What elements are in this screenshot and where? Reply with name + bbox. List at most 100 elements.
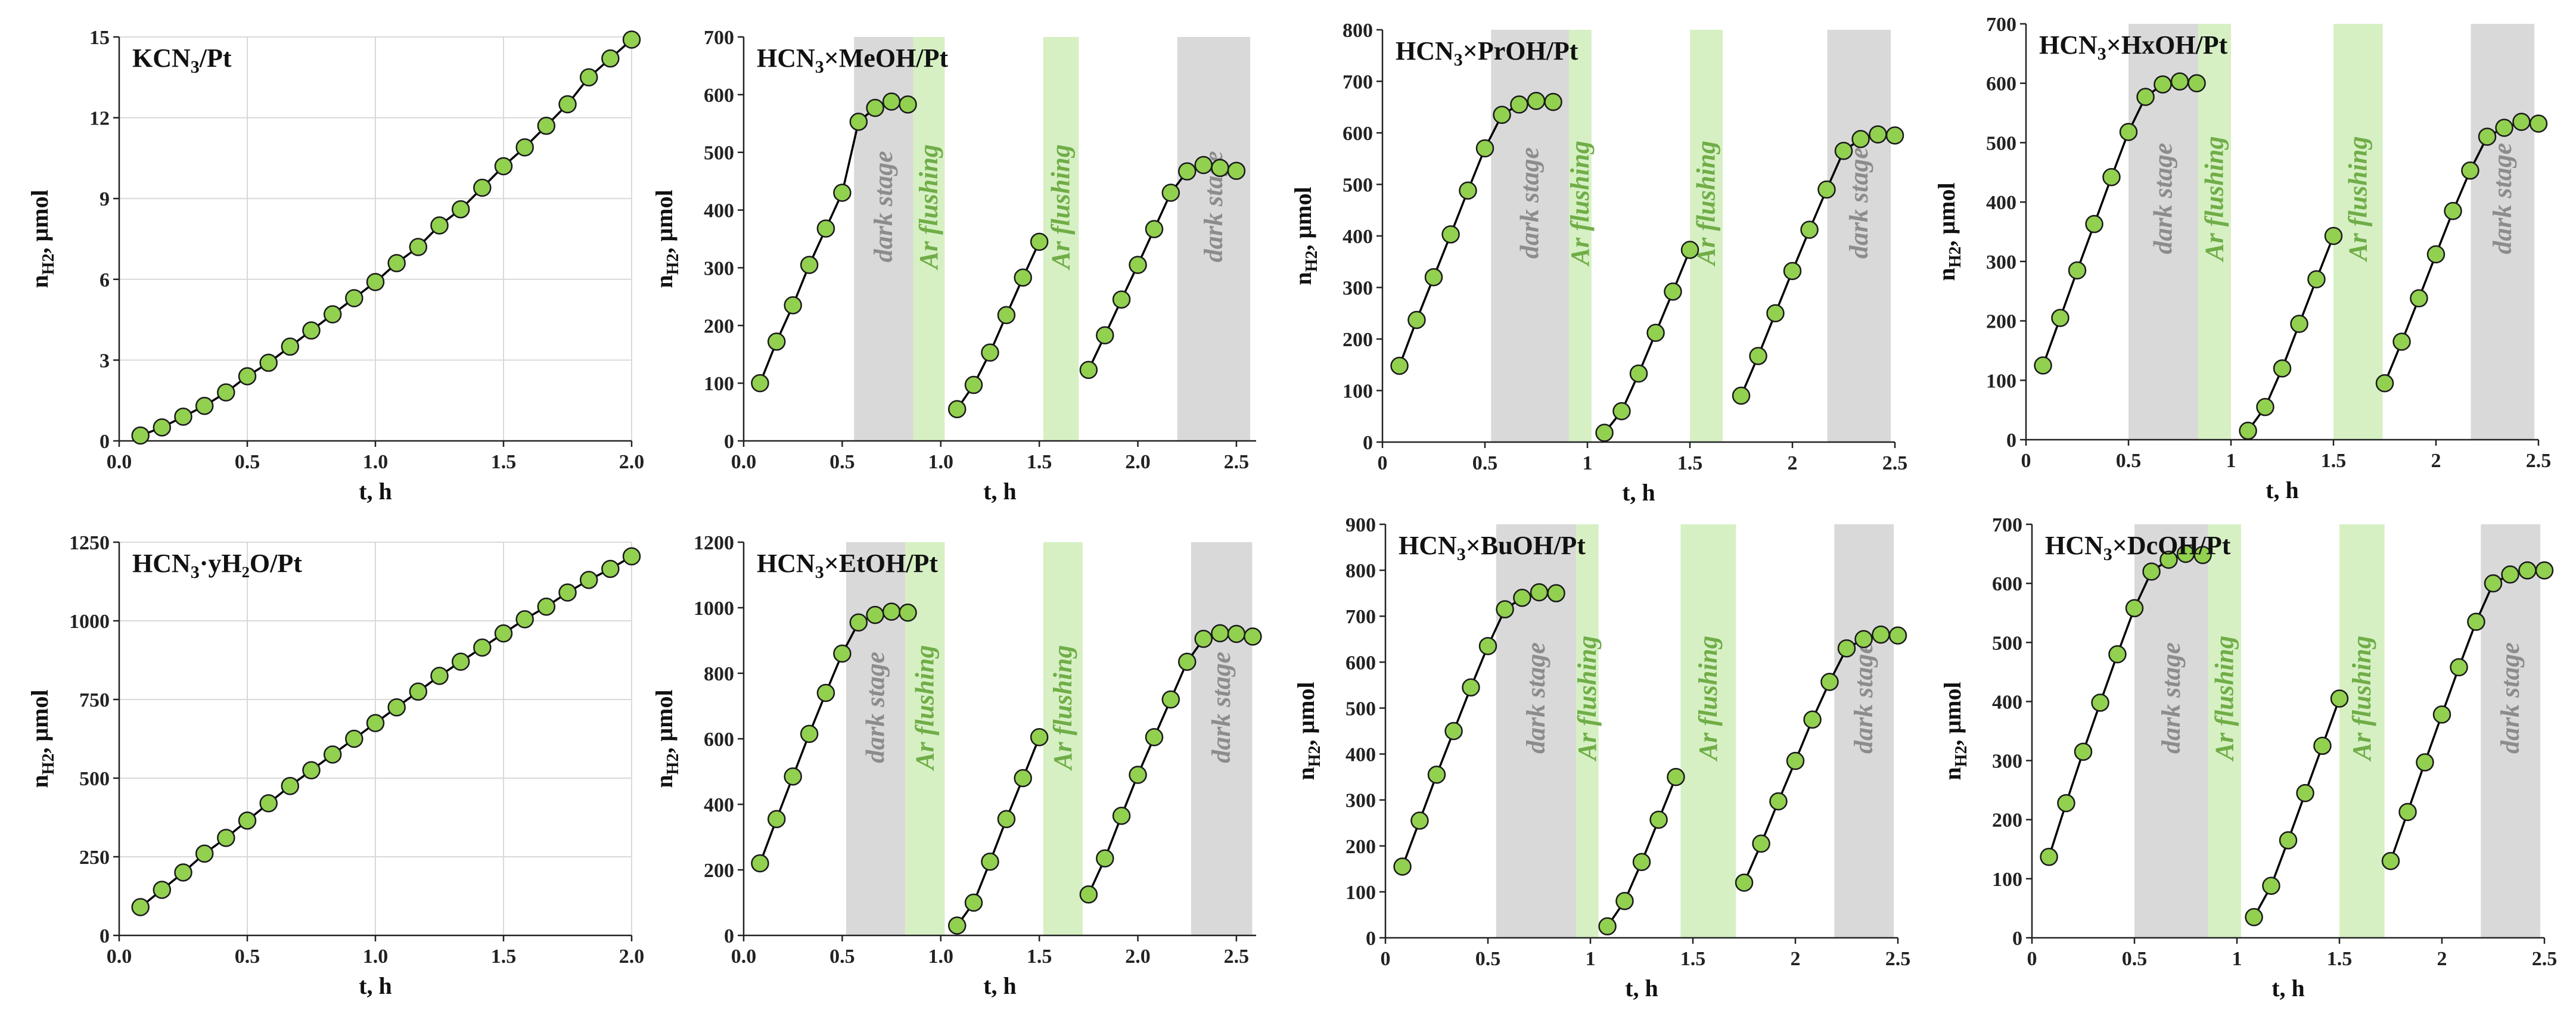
data-point [1612,402,1631,421]
x-axis-label: t, h [983,972,1017,999]
x-tick-label: 1 [2232,948,2242,970]
y-tick-label: 600 [704,729,734,751]
data-point [1803,710,1822,729]
x-tick-label: 1.5 [1680,948,1706,970]
y-tick-label: 300 [1346,790,1376,812]
x-axis-label: t, h [359,478,392,505]
shade-label-ar: Ar flushing [2343,136,2372,263]
shade-band-ar [1569,30,1592,442]
data-point [238,811,257,830]
x-tick-label: 0 [1378,452,1388,474]
data-point [601,559,620,579]
data-point [2125,599,2144,618]
shade-label-ar: Ar flushing [2347,636,2376,762]
x-tick-label: 2 [1788,452,1798,474]
x-axis-label: t, h [1622,479,1655,506]
data-point [2375,374,2394,393]
y-tick-label: 300 [704,257,734,279]
x-tick-label: 0.5 [2116,450,2142,472]
data-point [1646,324,1665,342]
data-point [2068,261,2087,280]
y-tick-label: 500 [1346,698,1376,720]
data-point [1496,600,1514,618]
data-point [473,638,492,657]
data-point [882,602,901,621]
shade-label-dark: dark stage [2156,642,2186,754]
y-tick-label: 1250 [69,532,110,554]
data-point [1014,268,1032,287]
x-tick-label: 1.5 [1677,452,1703,474]
y-tick-label: 300 [1986,251,2016,273]
data-point [2444,201,2462,220]
data-point [387,698,406,717]
data-point [1820,673,1839,691]
shade-band-ar [1043,37,1079,441]
y-tick-label: 800 [704,663,734,685]
data-point [153,418,172,437]
x-tick-label: 0.5 [829,946,855,968]
data-point [1615,892,1634,910]
data-point [259,353,278,372]
x-tick-label: 1 [2226,450,2236,472]
y-tick-label: 500 [79,768,110,790]
x-tick-label: 0.5 [1475,948,1501,970]
shade-label-dark: dark stage [1515,147,1545,259]
y-tick-label: 800 [1343,20,1373,42]
shade-band-dark [2134,524,2208,938]
shade-band-dark [1191,542,1253,935]
data-point [2108,645,2127,664]
shade-band-dark [2481,524,2541,938]
shade-band-dark [2471,24,2535,440]
x-tick-label: 0 [2027,948,2037,970]
shade-band-dark [1834,524,1894,938]
data-point [2034,356,2052,375]
y-tick-label: 100 [1992,869,2022,891]
data-point [1462,678,1480,696]
shade-band-ar [2339,524,2385,938]
panel-title: HCN3·yH₂O/Pt [132,549,302,582]
shade-label-ar: Ar flushing [2199,136,2229,263]
data-point [1161,690,1180,709]
data-point [409,238,428,256]
data-point [1211,624,1229,643]
data-point [2495,119,2513,137]
x-tick-label: 2.0 [1125,451,1151,473]
data-point [473,178,492,197]
y-tick-label: 400 [1986,192,2016,214]
shade-label-ar: Ar flushing [1046,144,1076,270]
y-tick-label: 0 [2006,430,2016,452]
data-point [2154,75,2172,94]
x-tick-label: 1.5 [1027,451,1052,473]
y-tick-label: 400 [1343,226,1373,248]
data-point [1749,347,1767,365]
panel-title: HCN3×DcOH/Pt [2045,531,2231,564]
series-line [139,555,632,908]
y-axis-label: nH2, μmol [1292,682,1324,780]
y-tick-label: 100 [1343,381,1373,403]
y-tick-label: 250 [79,847,110,869]
data-point [195,396,214,415]
shade-label-dark: dark stage [2148,143,2177,254]
shade-band-ar [1043,542,1083,935]
data-point [800,725,819,743]
data-point [2091,694,2109,712]
data-point [2501,565,2519,584]
data-point [800,256,819,274]
data-point [345,289,363,307]
data-point [2074,742,2093,761]
shade-label-ar: Ar flushing [1573,636,1602,762]
data-point [2518,561,2537,580]
shade-label-dark: dark stage [2496,642,2525,754]
y-tick-label: 700 [1986,14,2016,36]
x-tick-label: 1.5 [1027,946,1052,968]
data-point [2535,561,2554,580]
data-point [1177,652,1197,671]
y-tick-label: 500 [1986,132,2016,154]
shade-label-ar: Ar flushing [910,645,939,772]
y-tick-label: 400 [1992,691,2022,713]
data-point [323,305,342,324]
panel-6: 0 200 400 600 800 1000 1200 0.0 0.5 1.0 1.5 2.0 2.5 t… [651,532,1262,999]
y-tick-label: 800 [1346,560,1376,582]
data-point [1735,873,1754,892]
y-tick-label: 0 [2012,928,2022,950]
